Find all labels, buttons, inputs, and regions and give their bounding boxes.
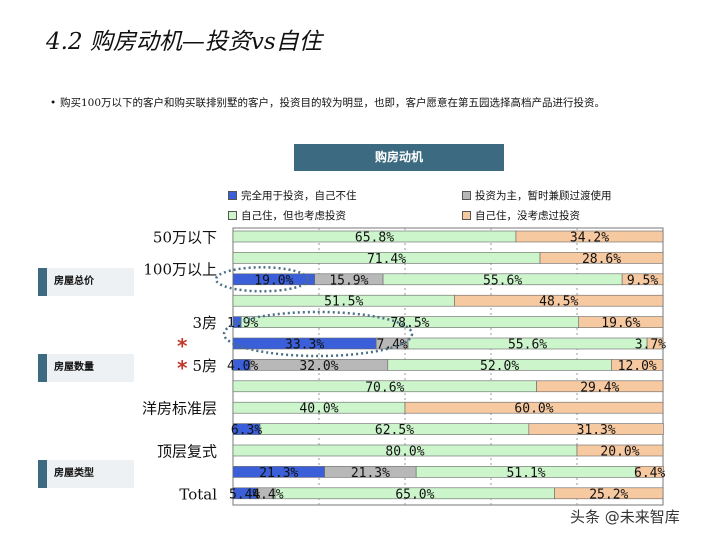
bar-segment [611,359,664,371]
highlight-ellipse [222,310,414,358]
chart-legend: 完全用于投资，自己不住 投资为主，暂时兼顾过渡使用 自己住，但也考虑投资 自己住… [222,186,692,226]
data-label: 40.0% [299,402,338,417]
legend-label: 自己住，没考虑过投资 [475,210,580,222]
legend-item-investment-only: 完全用于投资，自己不住 [228,188,357,203]
category-label: 3房 [192,314,217,332]
side-label-marker [38,354,47,382]
data-label: 6.4% [634,466,665,481]
data-label: 7.4% [376,338,407,353]
category-label: 50万以下 [153,229,217,247]
bar-segment [539,252,664,264]
side-label-text: 房屋数量 [54,362,94,373]
category-label: 洋房标准层 [142,400,217,418]
side-label-marker [38,268,47,296]
data-label: 29.4% [580,380,619,395]
bar-segment [515,230,664,243]
legend-swatch [462,211,471,220]
data-label: 15.9% [329,273,368,288]
legend-item-investment-transitional: 投资为主，暂时兼顾过渡使用 [462,188,612,203]
bar-segment [536,380,664,393]
bullet-note: • 购买100万以下的客户和购买联排别墅的客户，投资目的较为明显，也即，客户愿意… [50,96,670,111]
bar-segment [454,294,664,307]
side-label-marker [38,460,47,488]
data-label: 78.5% [390,316,429,331]
star-marker: * [177,334,188,358]
data-label: 34.2% [570,231,609,246]
bar-segment [621,273,664,286]
data-label: 55.6% [508,338,547,353]
legend-label: 投资为主，暂时兼顾过渡使用 [475,190,612,202]
bar-segment [554,487,664,500]
data-label: 31.3% [577,423,616,438]
data-label: 5.4% [229,487,260,502]
data-label: 48.5% [539,295,578,310]
category-label: 顶层复式 [157,443,217,461]
legend-swatch [462,191,471,200]
data-label: 71.4% [367,252,406,267]
data-label: 19.6% [601,316,640,331]
data-label: 4.4% [252,487,283,502]
data-label: 4.0% [227,359,258,374]
data-label: 3.7% [635,338,666,353]
legend-swatch [228,211,237,220]
data-label: 12.0% [618,359,657,374]
data-label: 9.5% [627,273,658,288]
data-label: 51.1% [506,466,545,481]
category-label: 100万以上 [143,261,217,279]
data-label: 65.8% [355,231,394,246]
watermark-text: 头条 @未来智库 [570,508,680,526]
data-label: 51.5% [324,295,363,310]
data-label: 19.0% [254,273,293,288]
bar-segment [578,316,664,328]
data-label: 20.0% [600,445,639,460]
data-label: 32.0% [299,359,338,374]
bar-segment [404,401,664,414]
data-label: 33.3% [285,338,324,353]
bullet-text: 购买100万以下的客户和购买联排别墅的客户，投资目的较为明显，也即，客户愿意在第… [60,97,606,109]
data-label: 21.3% [351,466,390,481]
legend-swatch [228,191,237,200]
data-label: 62.5% [375,423,414,438]
legend-label: 自己住，但也考虑投资 [241,210,346,222]
bar-segment [528,423,664,435]
legend-item-self-use-investment: 自己住，但也考虑投资 [228,208,346,223]
side-label-house-type: 房屋类型 [38,460,134,488]
data-label: 55.6% [483,273,522,288]
data-label: 52.0% [480,359,519,374]
side-label-text: 房屋总价 [54,276,94,287]
data-label: 80.0% [385,445,424,460]
highlight-ellipse [214,266,310,293]
data-label: 21.3% [259,466,298,481]
chart-title: 购房动机 [294,144,504,171]
bar-segment [646,337,664,350]
category-label: Total [179,485,217,503]
data-label: 25.2% [589,487,628,502]
page-title: 4.2 购房动机—投资vs自住 [46,29,322,55]
data-label: 28.6% [582,252,621,267]
legend-label: 完全用于投资，自己不住 [241,190,357,202]
watermark: 头条 @未来智库 [570,506,680,527]
side-label-room-count: 房屋数量 [38,354,134,382]
data-label: 60.0% [514,402,553,417]
bar-segment [635,466,664,478]
data-label: 6.3% [231,423,262,438]
bar-segment [576,444,664,457]
side-label-price: 房屋总价 [38,268,134,296]
data-label: 65.0% [395,487,434,502]
bullet-dot: • [50,97,57,109]
legend-item-self-use-only: 自己住，没考虑过投资 [462,208,580,223]
star-marker: * [177,356,188,380]
side-label-text: 房屋类型 [54,468,94,479]
category-label: 5房 [192,357,217,375]
data-label: 70.6% [365,380,404,395]
